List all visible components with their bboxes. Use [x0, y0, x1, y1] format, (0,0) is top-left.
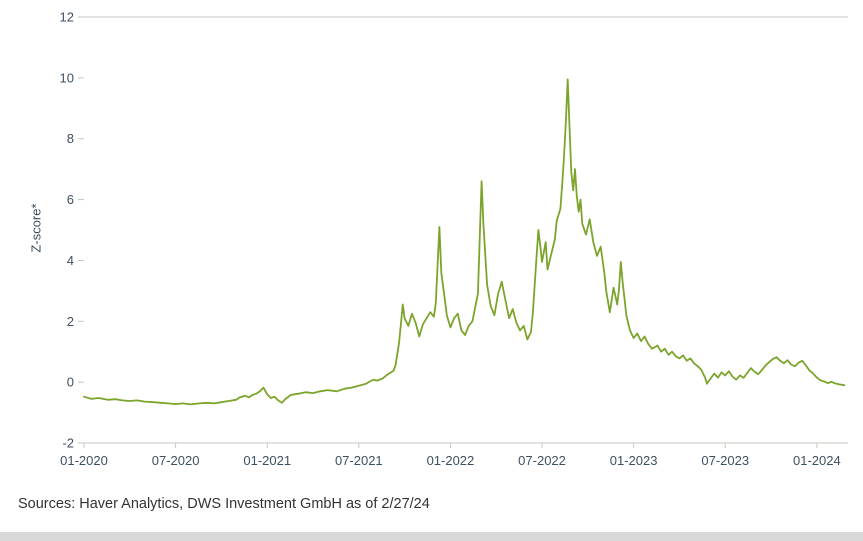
source-note: Sources: Haver Analytics, DWS Investment… — [18, 496, 430, 512]
svg-text:4: 4 — [67, 253, 74, 268]
svg-text:01-2023: 01-2023 — [610, 453, 658, 468]
svg-text:6: 6 — [67, 192, 74, 207]
svg-text:01-2024: 01-2024 — [793, 453, 841, 468]
svg-text:2: 2 — [67, 314, 74, 329]
svg-text:01-2022: 01-2022 — [427, 453, 475, 468]
svg-text:10: 10 — [60, 70, 74, 85]
svg-text:8: 8 — [67, 131, 74, 146]
svg-text:01-2020: 01-2020 — [60, 453, 108, 468]
svg-text:0: 0 — [67, 375, 74, 390]
svg-text:07-2020: 07-2020 — [152, 453, 200, 468]
svg-text:07-2023: 07-2023 — [701, 453, 749, 468]
svg-text:12: 12 — [60, 10, 74, 25]
bottom-strip — [0, 532, 863, 541]
zscore-line-chart: Z-score* -2 0 2 4 6 8 10 12 01-2020 07-2020 01-202… — [28, 10, 848, 468]
svg-text:01-2021: 01-2021 — [243, 453, 291, 468]
y-axis-title: Z-score* — [28, 203, 44, 253]
chart-canvas: -2 0 2 4 6 8 10 12 01-2020 07-2020 01-2021 07-2021 0… — [60, 10, 848, 468]
svg-text:07-2022: 07-2022 — [518, 453, 566, 468]
svg-text:07-2021: 07-2021 — [335, 453, 383, 468]
svg-text:-2: -2 — [62, 436, 74, 451]
